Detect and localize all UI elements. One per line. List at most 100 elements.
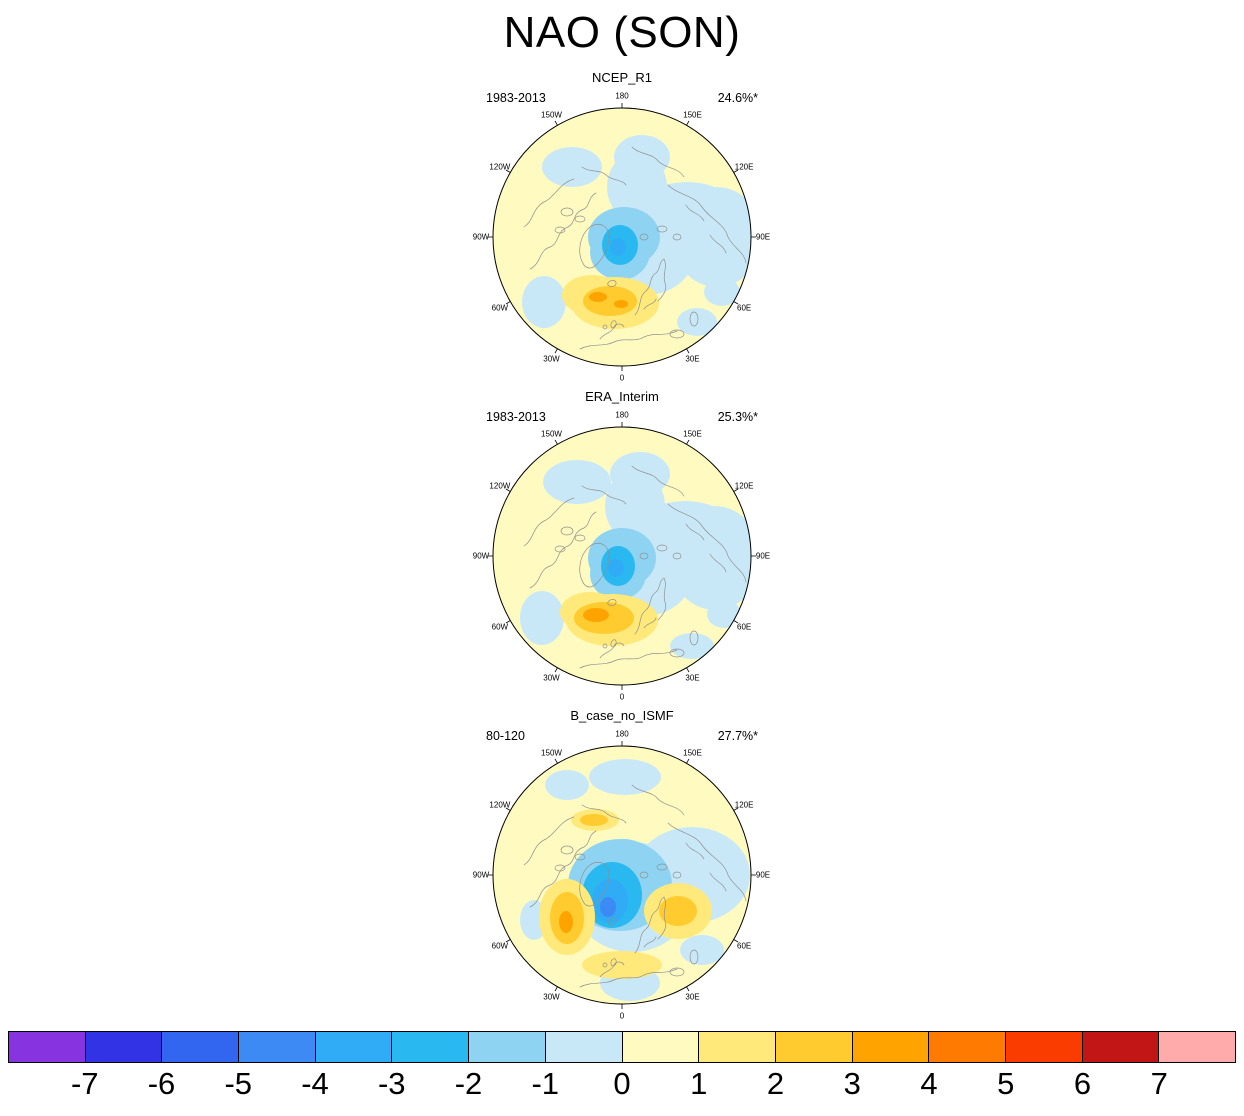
contour-neg5toneg4 — [600, 897, 616, 917]
period-label: 80-120 — [486, 729, 525, 743]
lon-label: 60E — [736, 941, 752, 950]
colorbar-segment — [85, 1032, 163, 1062]
lon-label: 150E — [683, 110, 702, 120]
colorbar-ticks: -7 -6 -5 -4 -3 -2 -1 0 1 2 3 4 5 6 7 — [8, 1066, 1236, 1106]
colorbar-tick-label: -4 — [301, 1066, 329, 1101]
lon-label: 30E — [685, 673, 700, 683]
lon-label: 0 — [619, 373, 625, 383]
colorbar-segment — [852, 1032, 930, 1062]
panel-title: NCEP_R1 — [592, 70, 652, 85]
lon-label: 90W — [472, 232, 490, 242]
colorbar-tick-label: 6 — [1073, 1066, 1092, 1101]
map-area: 1983-2013 24.6%* 180 150E 120E 90E 60E 30E 0 30… — [472, 87, 772, 387]
contour-2to3 — [583, 286, 637, 316]
contour-3to4 — [589, 292, 628, 308]
panel-title: ERA_Interim — [585, 389, 659, 404]
colorbar-segment — [239, 1032, 316, 1062]
lon-label: 60W — [491, 303, 509, 312]
lon-label: 180 — [615, 729, 629, 739]
lon-label: 150W — [541, 429, 562, 439]
lon-label: 60W — [491, 622, 509, 631]
colorbar-segment — [1005, 1032, 1083, 1062]
lon-label: 180 — [615, 410, 629, 420]
lon-label: 60E — [736, 622, 752, 631]
map-area: 80-120 27.7%* 180 150E 120E 90E 60E 30E 0 30W 60… — [472, 725, 772, 1025]
colorbar-segment — [162, 1032, 240, 1062]
figure-title: NAO (SON) — [503, 8, 741, 57]
colorbar-tick-label: 0 — [613, 1066, 631, 1101]
lon-label: 30W — [543, 992, 560, 1002]
colorbar-segment — [929, 1032, 1006, 1062]
lon-label: 90W — [472, 870, 490, 880]
colorbar-tick-label: 3 — [843, 1066, 861, 1101]
contour-3to4 — [559, 911, 573, 933]
lon-label: 120E — [734, 481, 754, 490]
lon-label: 120E — [734, 800, 754, 809]
panel-b-case-no-ismf: B_case_no_ISMF — [472, 708, 772, 1025]
map-area: 1983-2013 25.3%* 180 150E 120E 90E 60E 30E 0 30… — [472, 406, 772, 706]
colorbar-tick-label: 7 — [1150, 1066, 1168, 1101]
colorbar-tick-label: -1 — [531, 1066, 560, 1101]
graticule-ticks — [488, 103, 756, 371]
colorbar-segment — [1082, 1032, 1160, 1062]
colorbar-segment — [392, 1032, 470, 1062]
panel-era-interim: ERA_Interim — [472, 389, 772, 706]
colorbar-tick-label: -7 — [70, 1066, 99, 1101]
period-label: 1983-2013 — [486, 91, 546, 105]
colorbar-tick-label: -6 — [147, 1066, 176, 1101]
lon-label: 120E — [734, 162, 754, 171]
colorbar-tick-label: -5 — [224, 1066, 253, 1101]
lon-label: 60W — [491, 941, 509, 950]
colorbar-segment — [315, 1032, 393, 1062]
colorbar-tick-label: -3 — [377, 1066, 406, 1101]
contour-neg4toneg3 — [610, 238, 626, 256]
map-ncep-r1 — [488, 103, 756, 371]
map-b-case-no-ismf — [488, 741, 756, 1009]
colorbar-segment — [622, 1032, 700, 1062]
contour-neg4toneg3 — [608, 559, 624, 577]
panel-stack: NCEP_R1 — [0, 70, 1244, 1027]
contour-3to4 — [583, 608, 609, 622]
lon-label: 30E — [685, 354, 700, 364]
lon-label: 150W — [541, 748, 562, 758]
graticule-ticks — [488, 422, 756, 690]
colorbar-segment — [775, 1032, 853, 1062]
lon-label: 30W — [543, 673, 560, 683]
lon-label: 120W — [489, 481, 511, 490]
colorbar-segment — [9, 1032, 86, 1062]
graticule-ticks — [488, 741, 756, 1009]
lon-label: 120W — [489, 800, 511, 809]
colorbar-tick-label: -2 — [454, 1066, 483, 1101]
colorbar-tick-label: 1 — [690, 1066, 708, 1101]
lon-label: 30W — [543, 354, 560, 364]
colorbar-segment — [545, 1032, 623, 1062]
lon-label: 90E — [755, 232, 771, 242]
lon-label: 150E — [683, 748, 702, 758]
lon-label: 90E — [755, 551, 771, 561]
colorbar — [8, 1031, 1236, 1063]
lon-label: 180 — [615, 91, 629, 101]
colorbar-wrap: -7 -6 -5 -4 -3 -2 -1 0 1 2 3 4 5 6 7 — [8, 1031, 1236, 1106]
variance-label: 24.6%* — [717, 91, 758, 105]
lon-label: 120W — [489, 162, 511, 171]
lon-label: 30E — [685, 992, 700, 1002]
map-era-interim — [488, 422, 756, 690]
variance-label: 25.3%* — [717, 410, 758, 424]
lon-label: 90E — [755, 870, 771, 880]
colorbar-segment — [699, 1032, 776, 1062]
lon-label: 0 — [619, 692, 625, 702]
panel-title: B_case_no_ISMF — [570, 708, 674, 723]
colorbar-segment — [1159, 1032, 1235, 1062]
colorbar-tick-label: 5 — [997, 1066, 1015, 1101]
colorbar-tick-label: 4 — [920, 1066, 938, 1101]
period-label: 1983-2013 — [486, 410, 546, 424]
variance-label: 27.7%* — [717, 729, 758, 743]
lon-label: 150E — [683, 429, 702, 439]
panel-ncep-r1: NCEP_R1 — [472, 70, 772, 387]
lon-label: 0 — [619, 1011, 625, 1021]
lon-label: 150W — [541, 110, 562, 120]
lon-label: 60E — [736, 303, 752, 312]
colorbar-segment — [469, 1032, 546, 1062]
colorbar-tick-label: 2 — [766, 1066, 785, 1101]
